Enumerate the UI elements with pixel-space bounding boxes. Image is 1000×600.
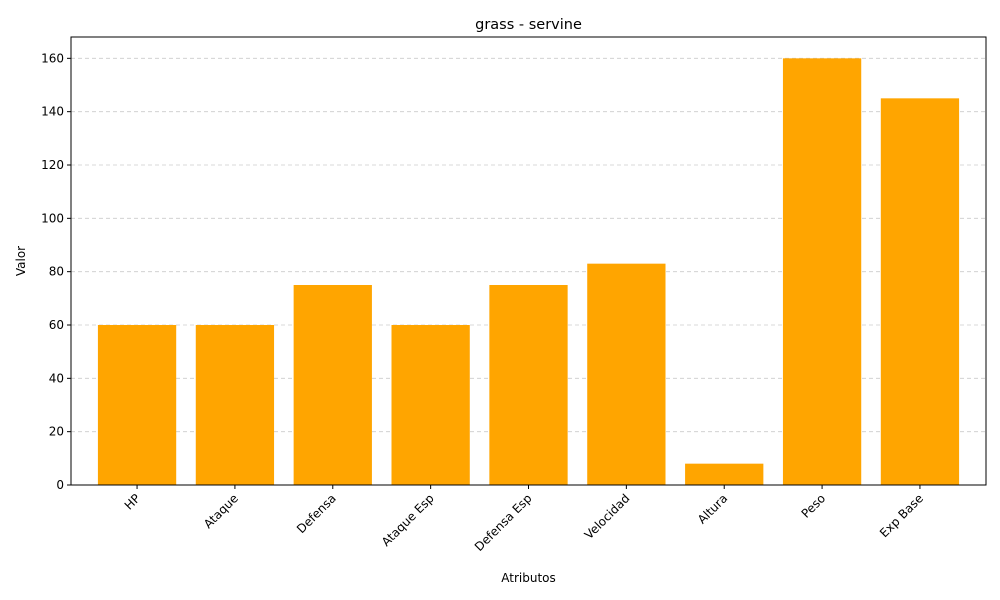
bar [782,58,862,485]
y-tick-label: 140 [41,105,64,119]
y-axis-label: Valor [14,246,28,276]
bar [391,325,470,485]
bar [880,98,960,485]
bar [195,325,275,485]
chart-title: grass - servine [475,17,582,33]
y-tick-label: 100 [41,211,64,225]
bar [685,463,764,485]
bars [97,58,960,485]
y-tick-label: 160 [41,51,64,65]
bar [587,263,666,485]
bar [97,325,177,485]
y-tick-label: 120 [41,158,64,172]
bar [489,285,568,485]
x-axis-label: Atributos [501,571,556,585]
y-tick-label: 20 [49,425,64,439]
y-tick-label: 60 [49,318,64,332]
bar [293,285,372,485]
y-axis-ticks: 0 20 40 60 80 100 120 140 160 [41,51,71,492]
y-tick-label: 40 [49,371,64,385]
y-tick-label: 80 [49,265,64,279]
y-tick-label: 0 [56,478,64,492]
